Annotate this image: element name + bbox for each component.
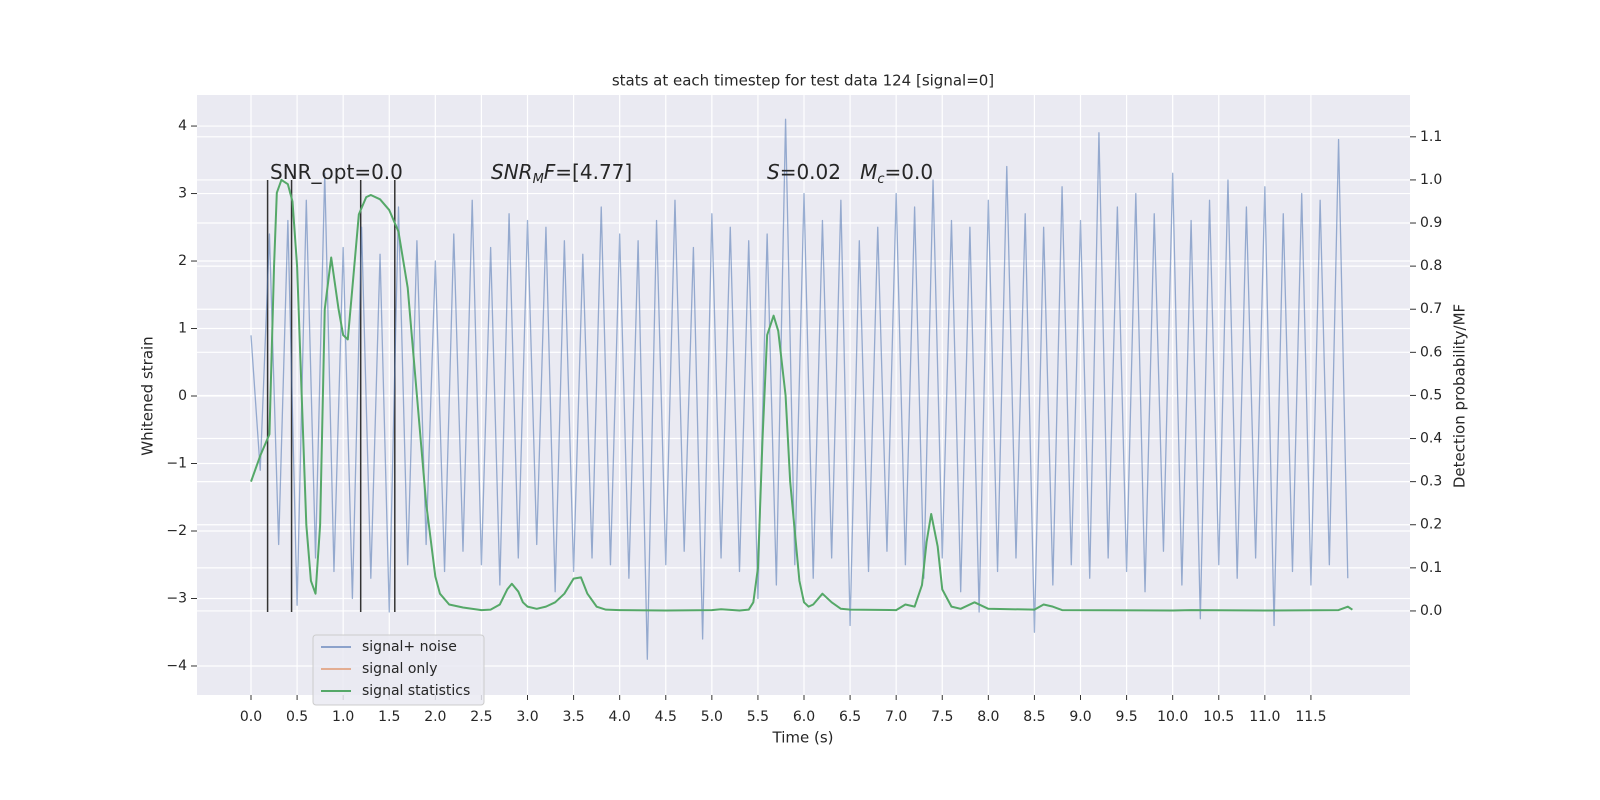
y-tick-label: −2 [166,523,187,539]
annotation-part: M [860,160,877,184]
y-tick-label: 1 [178,321,187,337]
y-tick-label: 4 [178,118,187,134]
x-tick-label: 6.5 [839,709,861,725]
x-tick-label: 1.5 [378,709,400,725]
x-tick-label: 6.0 [793,709,815,725]
x-tick-label: 1.0 [332,709,354,725]
x-tick-label: 7.0 [885,709,907,725]
annotation-part: SNR_opt=0.0 [270,160,403,184]
statistics-line [250,178,1353,612]
y-tick-label: 3 [178,186,187,202]
y2-axis-label: Detection probability/MF [1451,304,1469,488]
x-tick-label: 10.0 [1157,709,1188,725]
x-tick-label: 9.0 [1069,709,1091,725]
x-tick-label: 5.0 [701,709,723,725]
legend-label: signal only [362,661,437,677]
annotation-part: =0.02 [780,160,860,184]
y2-tick-label: 1.0 [1420,172,1442,188]
y-tick-label: −1 [166,456,187,472]
annotation-part: c [877,172,884,187]
x-tick-label: 7.5 [931,709,953,725]
x-tick-label: 11.0 [1249,709,1280,725]
chart-title: stats at each timestep for test data 124… [612,72,994,90]
annotation-part: M [533,172,544,187]
legend-box [312,634,485,706]
y2-tick-label: 0.7 [1420,301,1442,317]
x-tick-label: 0.5 [286,709,308,725]
y2-tick-label: 0.4 [1420,431,1442,447]
annotation-part: =[4.77] [555,160,632,184]
y-tick-label: −3 [166,590,187,606]
legend-label: signal statistics [362,683,470,699]
y2-tick-label: 0.3 [1420,474,1442,490]
annotation: S=0.02 Mc=0.0 [767,160,933,187]
annotation-part: F [544,160,556,184]
x-tick-label: 8.5 [1023,709,1045,725]
x-tick-label: 9.5 [1115,709,1137,725]
x-tick-label: 11.5 [1295,709,1326,725]
y-axis-label: Whitened strain [139,336,157,455]
noise-line [250,118,1349,660]
x-tick-label: 8.0 [977,709,999,725]
legend-label: signal+ noise [362,639,457,655]
x-tick-label: 4.5 [655,709,677,725]
x-tick-label: 2.5 [470,709,492,725]
x-tick-label: 2.0 [424,709,446,725]
y2-tick-label: 0.9 [1420,215,1442,231]
annotation: SNR_opt=0.0 [270,160,403,184]
annotation-part: =0.0 [885,160,934,184]
y2-tick-label: 0.6 [1420,344,1442,360]
annotation-part: S [767,160,780,184]
x-tick-label: 0.0 [240,709,262,725]
y2-tick-label: 0.1 [1420,560,1442,576]
y-tick-label: 2 [178,253,187,269]
y2-tick-label: 0.8 [1420,258,1442,274]
y2-tick-label: 0.0 [1420,603,1442,619]
y-tick-label: −4 [166,658,187,674]
y-tick-label: 0 [178,388,187,404]
y2-tick-label: 1.1 [1420,129,1442,145]
annotation: SNRMF=[4.77] [491,160,632,187]
x-tick-label: 4.0 [609,709,631,725]
x-axis-label: Time (s) [772,729,834,747]
y2-tick-label: 0.5 [1420,387,1442,403]
x-tick-label: 3.5 [562,709,584,725]
x-tick-label: 10.5 [1203,709,1234,725]
x-tick-label: 5.5 [747,709,769,725]
annotation-part: SNR [491,160,533,184]
y2-tick-label: 0.2 [1420,517,1442,533]
x-tick-label: 3.0 [516,709,538,725]
